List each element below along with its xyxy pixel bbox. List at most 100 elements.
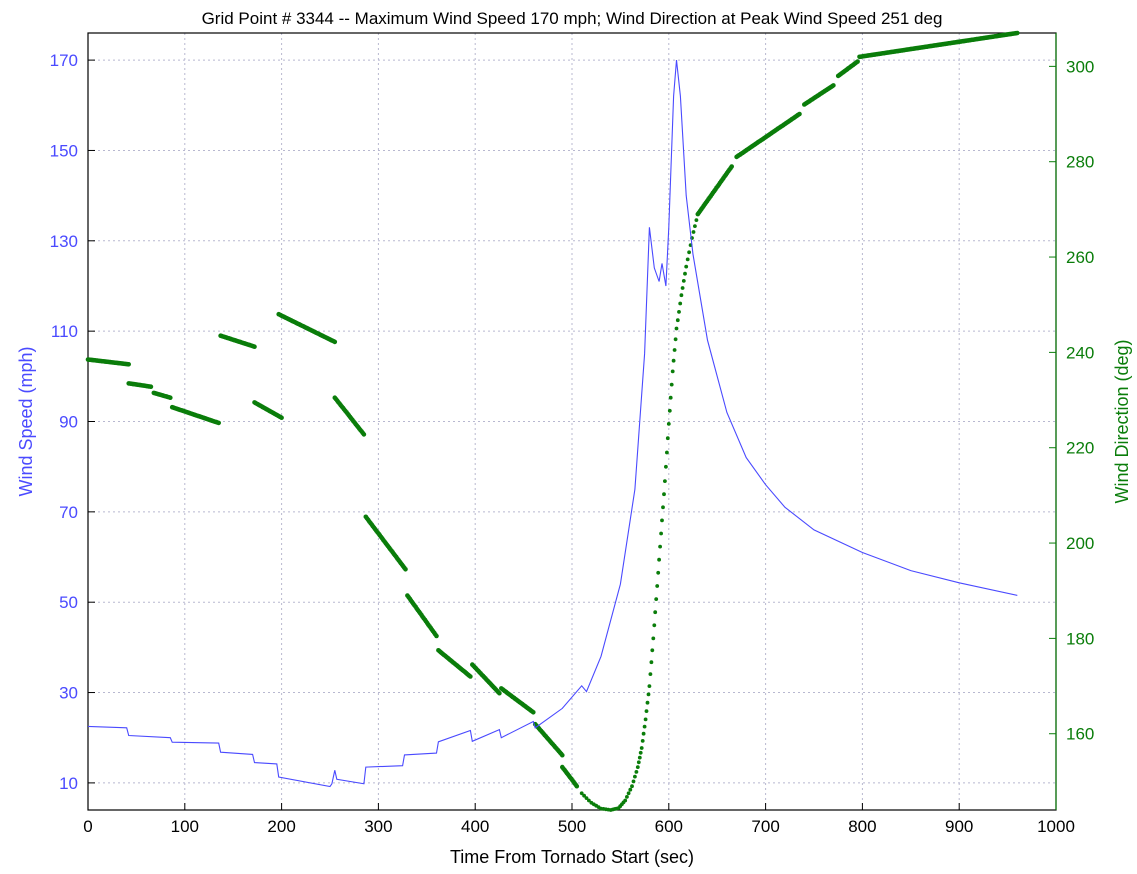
right-y-axis-label: Wind Direction (deg) xyxy=(1112,339,1132,503)
wind-direction-point xyxy=(687,250,691,255)
wind-direction-point xyxy=(666,422,671,426)
wind-direction-point xyxy=(653,610,658,615)
wind-direction-point xyxy=(634,770,639,774)
wind-direction-point xyxy=(216,420,221,426)
wind-direction-point xyxy=(648,672,653,676)
left-y-axis-ticks: 10 30 50 70 90 110 130 150 170 xyxy=(50,51,95,793)
wind-direction-point xyxy=(662,492,666,497)
x-tick-label: 200 xyxy=(267,817,295,836)
wind-direction-point xyxy=(683,271,687,276)
x-axis-ticks: 0 100 200 300 400 500 600 700 800 900 1000 xyxy=(83,803,1075,836)
x-axis-label: Time From Tornado Start (sec) xyxy=(450,847,694,867)
wind-direction-point xyxy=(677,310,681,314)
wind-direction-point xyxy=(626,791,631,796)
left-y-axis-label: Wind Speed (mph) xyxy=(16,346,36,496)
wind-direction-point xyxy=(652,623,657,628)
wind-direction-point xyxy=(633,774,637,779)
wind-direction-point xyxy=(678,301,683,306)
y-left-tick-label: 110 xyxy=(51,322,78,341)
wind-direction-point xyxy=(670,369,675,374)
wind-direction-point xyxy=(665,436,670,441)
y-left-tick-label: 10 xyxy=(59,774,78,793)
wind-direction-series xyxy=(85,30,1020,812)
wind-direction-point xyxy=(797,111,802,117)
wind-direction-point xyxy=(631,779,636,784)
x-tick-label: 800 xyxy=(848,817,876,836)
wind-direction-point xyxy=(669,382,674,387)
chart-title: Grid Point # 3344 -- Maximum Wind Speed … xyxy=(202,9,943,28)
wind-direction-point xyxy=(684,264,689,269)
wind-direction-point xyxy=(658,544,662,549)
wind-direction-point xyxy=(148,384,154,390)
wind-direction-point xyxy=(635,765,640,769)
wind-direction-point xyxy=(434,633,439,639)
wind-direction-point xyxy=(664,464,668,469)
x-tick-label: 300 xyxy=(364,817,392,836)
wind-direction-point xyxy=(641,731,646,736)
y-left-tick-label: 170 xyxy=(50,51,78,70)
wind-direction-point xyxy=(644,709,649,713)
wind-direction-point xyxy=(855,59,860,64)
y-left-tick-label: 90 xyxy=(59,413,78,432)
wind-direction-point xyxy=(681,279,686,283)
wind-direction-point xyxy=(656,570,661,575)
wind-direction-point xyxy=(665,450,669,455)
wind-direction-point xyxy=(831,83,836,88)
wind-speed-line xyxy=(87,60,1018,788)
wind-direction-point xyxy=(640,739,645,743)
wind-direction-point xyxy=(361,432,367,437)
wind-direction-point xyxy=(637,755,642,760)
x-tick-label: 700 xyxy=(751,817,779,836)
y-right-tick-label: 200 xyxy=(1066,534,1094,553)
y-right-tick-label: 260 xyxy=(1066,248,1094,267)
y-left-tick-label: 30 xyxy=(59,684,78,703)
y-left-tick-label: 130 xyxy=(50,232,78,251)
wind-direction-point xyxy=(651,636,656,641)
wind-direction-point xyxy=(672,348,677,352)
grid-lines xyxy=(88,33,1056,810)
wind-direction-point xyxy=(659,531,663,536)
x-tick-label: 600 xyxy=(655,817,683,836)
wind-direction-point xyxy=(694,218,699,223)
wind-direction-point xyxy=(623,798,628,803)
wind-direction-point xyxy=(252,344,257,350)
wind-direction-point xyxy=(628,787,633,792)
wind-direction-point xyxy=(403,567,408,572)
y-left-tick-label: 50 xyxy=(59,593,78,612)
wind-direction-point xyxy=(638,750,643,755)
wind-direction-point xyxy=(693,224,697,229)
wind-direction-point xyxy=(647,684,652,688)
wind-direction-point xyxy=(646,692,651,697)
y-left-tick-label: 70 xyxy=(59,503,78,522)
wind-direction-point xyxy=(531,710,536,715)
wind-direction-point xyxy=(332,339,338,345)
wind-direction-point xyxy=(650,648,655,653)
x-tick-label: 500 xyxy=(558,817,586,836)
wind-direction-point xyxy=(582,793,586,798)
wind-direction-point xyxy=(654,597,659,601)
right-y-axis-ticks: 160 180 200 220 240 260 280 300 xyxy=(1049,57,1094,744)
wind-direction-point xyxy=(671,358,676,363)
wind-direction-point xyxy=(645,700,650,705)
wind-direction-point xyxy=(468,674,473,679)
y-right-tick-label: 300 xyxy=(1066,57,1094,76)
wind-direction-point xyxy=(126,362,131,367)
wind-direction-point xyxy=(668,395,673,400)
wind-direction-point xyxy=(649,660,654,665)
wind-direction-point xyxy=(639,746,644,750)
y-right-tick-label: 180 xyxy=(1066,629,1094,648)
y-right-tick-label: 280 xyxy=(1066,153,1094,172)
wind-direction-point xyxy=(674,326,679,331)
wind-direction-point xyxy=(579,791,584,796)
wind-direction-point xyxy=(279,415,284,421)
wind-direction-point xyxy=(691,230,696,234)
wind-direction-point xyxy=(584,796,589,800)
wind-direction-point xyxy=(729,164,734,169)
x-tick-label: 1000 xyxy=(1037,817,1075,836)
wind-direction-point xyxy=(660,518,664,523)
wind-direction-point xyxy=(679,293,684,298)
wind-direction-point xyxy=(661,505,665,510)
y-right-tick-label: 220 xyxy=(1066,439,1094,458)
